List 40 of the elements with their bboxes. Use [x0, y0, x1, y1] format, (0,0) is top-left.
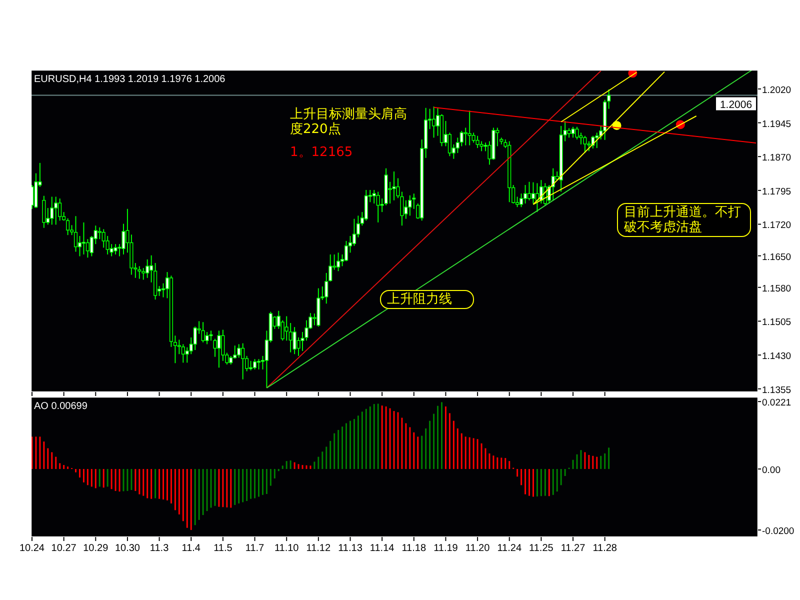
x-tick-label: 10.24 — [19, 543, 45, 554]
x-tick-label: 11.18 — [402, 543, 426, 554]
y-tick-label: 1.1945 — [762, 118, 792, 130]
y-tick-label: 1.1430 — [762, 351, 792, 362]
x-tick-label: 11.4 — [182, 543, 201, 554]
x-tick-label: 11.10 — [274, 543, 300, 554]
y-tick-label: 1.1795 — [762, 186, 792, 198]
ref-line-label: 1.2006 — [720, 98, 752, 111]
y-tick-label: 1.1505 — [762, 317, 792, 328]
y-tick-label: 1.1355 — [762, 384, 792, 396]
chart-title: EURUSD,H4 1.1993 1.2019 1.1976 1.2006 — [34, 74, 226, 85]
y-tick-label: 1.2020 — [762, 84, 792, 96]
chart-title: AO 0.00699 — [34, 401, 88, 412]
ref-label: 1.2006 — [716, 97, 756, 111]
x-tick-label: 11.19 — [434, 543, 458, 554]
x-tick-label: 11.25 — [529, 543, 554, 554]
y-tick-label: -0.0200 — [762, 526, 794, 537]
x-tick-label: 11.20 — [465, 543, 490, 554]
annotation: 上升阻力线 — [380, 290, 474, 309]
y-tick-label: 1.1580 — [762, 283, 792, 294]
x-tick-label: 11.27 — [560, 543, 586, 554]
x-tick-label: 11.5 — [214, 543, 233, 554]
x-tick-label: 10.30 — [114, 543, 140, 554]
x-tick-label: 11.14 — [370, 543, 395, 554]
annotation: 上升目标测量头肩高度220点 — [290, 107, 408, 137]
y-tick-label: 1.1720 — [762, 220, 792, 232]
x-tick-label: 11.3 — [150, 543, 170, 554]
x-tick-label: 11.12 — [306, 543, 331, 554]
annotation: 1。12165 — [290, 145, 354, 160]
x-tick-label: 10.29 — [83, 543, 109, 554]
y-tick-label: 1.1870 — [762, 152, 792, 164]
y-tick-label: 1.1650 — [762, 252, 792, 263]
x-tick-label: 11.7 — [245, 543, 265, 554]
x-tick-label: 11.28 — [592, 543, 618, 554]
x-tick-label: 10.27 — [51, 543, 77, 554]
x-tick-label: 11.24 — [497, 543, 522, 554]
y-tick-label: 0.00 — [762, 464, 780, 476]
annotation: 目前上升通道。不打破不考虑沽盘 — [617, 203, 751, 237]
x-tick-label: 11.13 — [338, 543, 363, 554]
y-tick-label: 0.0221 — [762, 398, 792, 409]
